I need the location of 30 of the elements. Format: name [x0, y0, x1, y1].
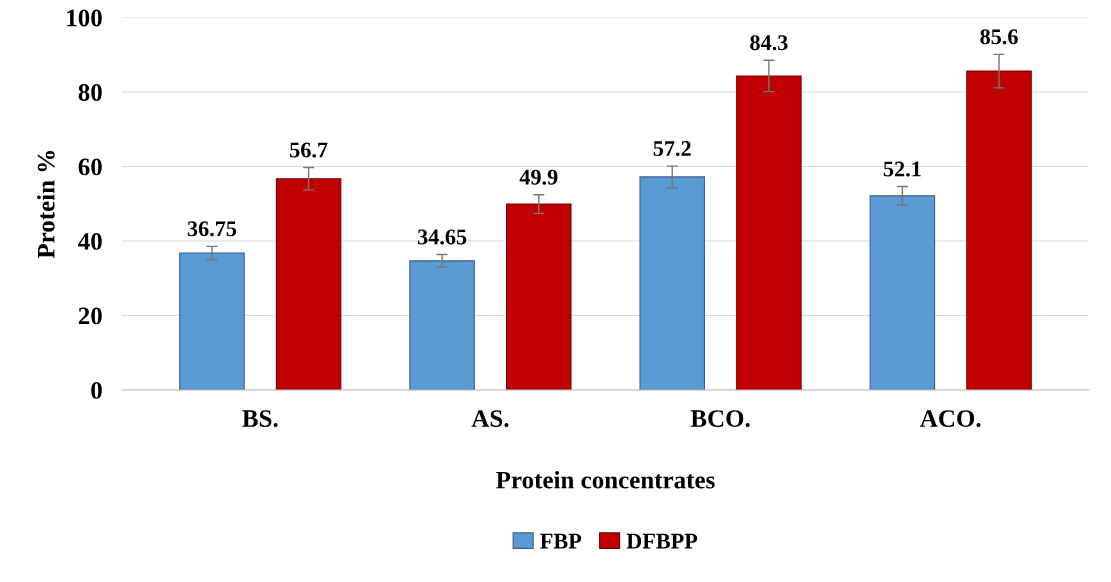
x-tick-label: AS. — [471, 410, 509, 428]
bar — [966, 70, 1032, 390]
bar — [639, 176, 706, 390]
x-tick-label: ACO. — [920, 410, 981, 428]
data-label: 85.6 — [980, 29, 1018, 45]
y-axis-title: Protein % — [37, 151, 55, 259]
data-label: 52.1 — [883, 161, 921, 177]
data-label: 36.75 — [187, 221, 237, 237]
bar — [736, 75, 802, 390]
y-tick-label: 20 — [78, 307, 102, 325]
y-tick-label: 0 — [91, 381, 102, 399]
bar — [179, 252, 245, 390]
legend-label: FBP — [540, 533, 582, 549]
bar — [275, 178, 342, 390]
x-tick-label: BCO. — [690, 410, 750, 428]
data-label: 56.7 — [290, 142, 328, 158]
bar — [409, 260, 475, 390]
y-tick-label: 100 — [67, 9, 102, 27]
data-label: 34.65 — [417, 229, 467, 245]
y-tick-label: 80 — [78, 84, 102, 101]
x-tick-label: BS. — [242, 410, 278, 428]
data-label: 57.2 — [653, 141, 691, 157]
data-label: 84.3 — [750, 35, 788, 51]
x-axis-title: Protein concentrates — [496, 470, 715, 489]
y-tick-label: 40 — [78, 233, 102, 250]
legend-label: DFBPP — [626, 533, 698, 549]
y-tick-label: 60 — [78, 158, 102, 176]
bar — [869, 195, 936, 390]
data-label: 49.9 — [519, 169, 558, 185]
bar — [505, 203, 572, 390]
